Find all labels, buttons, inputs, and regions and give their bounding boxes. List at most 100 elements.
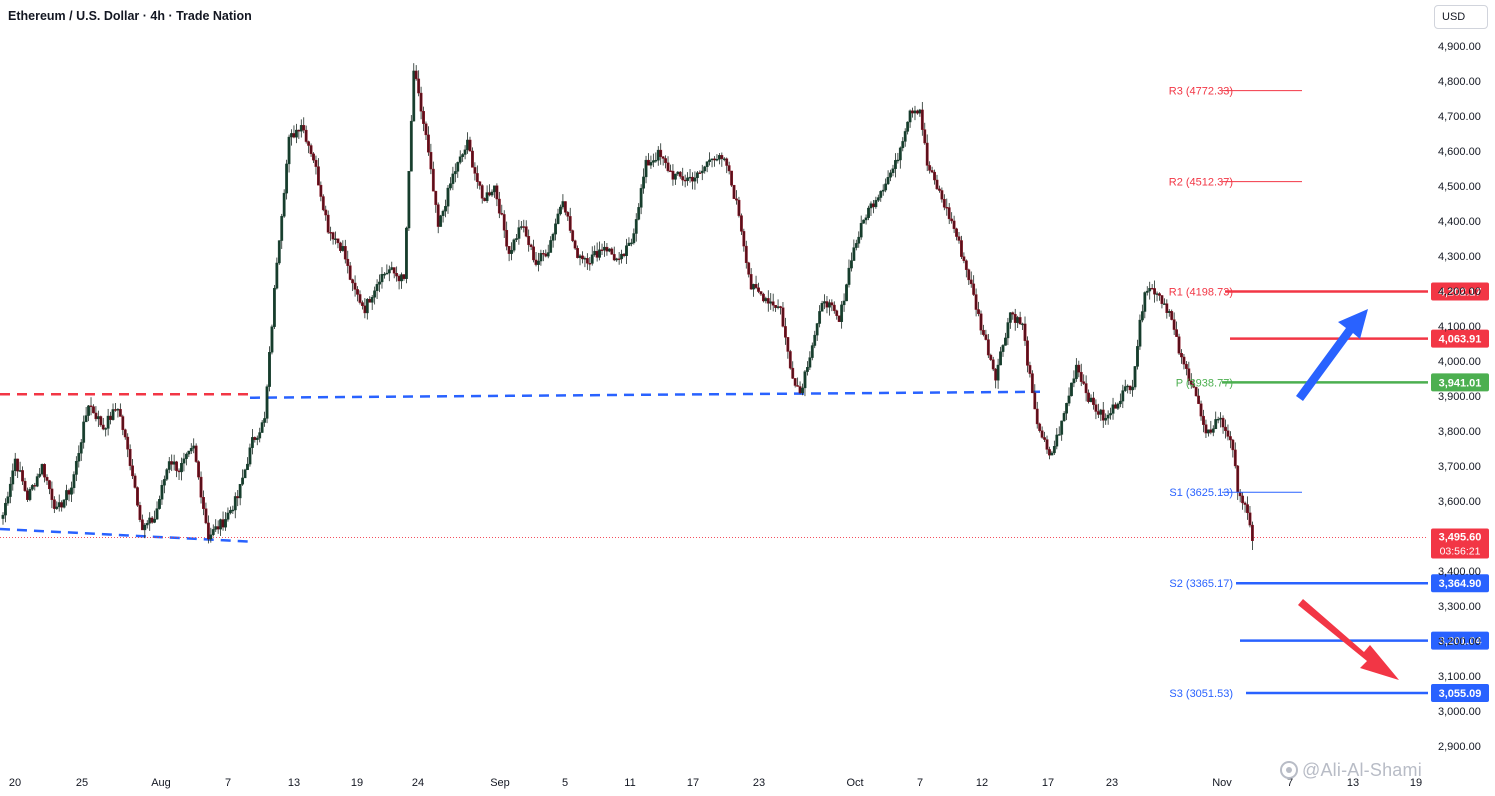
candle <box>595 242 599 262</box>
candle <box>11 463 15 491</box>
watermark: @Ali-Al-Shami <box>1302 760 1422 780</box>
candle <box>1123 379 1127 392</box>
candle <box>1175 321 1179 337</box>
candle <box>524 220 528 238</box>
candle <box>175 460 178 478</box>
candle <box>258 427 262 443</box>
candle <box>361 300 364 310</box>
candle <box>1248 506 1252 528</box>
candle <box>94 406 98 422</box>
candle <box>148 512 152 531</box>
candle <box>676 171 680 176</box>
candle <box>1094 399 1098 420</box>
y-tick-label: 4,700.00 <box>1438 111 1481 123</box>
candle <box>999 346 1002 366</box>
candle <box>942 194 946 211</box>
chart-title: Ethereum / U.S. Dollar · 4h · Trade Nati… <box>8 9 252 23</box>
candle <box>781 301 785 328</box>
candle <box>221 511 225 531</box>
candle <box>145 520 149 529</box>
candle <box>605 242 609 256</box>
candle <box>747 261 751 278</box>
candle <box>529 243 533 251</box>
candle <box>664 155 667 169</box>
candle <box>1065 402 1068 421</box>
candle <box>458 150 462 165</box>
candle <box>1233 442 1237 469</box>
pivot-level-level-4063: 4,063.91 <box>1230 329 1489 348</box>
candle <box>380 267 384 289</box>
candle <box>1089 394 1093 403</box>
candle <box>1204 419 1208 439</box>
x-tick-label: 12 <box>976 777 988 789</box>
candle <box>874 196 878 209</box>
candle <box>629 238 633 247</box>
pivot-level-p: P (3938.77) 3,941.01 <box>1176 373 1489 392</box>
candle <box>1209 420 1213 435</box>
candle <box>651 153 655 168</box>
candle <box>1092 391 1095 410</box>
candle <box>101 417 105 431</box>
candle <box>1202 409 1205 433</box>
candle <box>813 330 817 349</box>
currency-selector[interactable]: USD <box>1434 5 1488 29</box>
candle <box>1 512 5 525</box>
candle <box>879 190 883 202</box>
candle <box>666 156 670 173</box>
candle <box>754 275 758 290</box>
candle <box>527 229 531 252</box>
candle <box>669 164 672 173</box>
candle <box>500 204 504 216</box>
candle <box>1004 332 1007 346</box>
candle <box>759 291 763 296</box>
candle <box>607 248 611 253</box>
candle <box>867 205 870 221</box>
candle <box>429 143 433 175</box>
candle <box>463 145 467 160</box>
candle <box>353 275 357 297</box>
candle <box>967 268 971 286</box>
candle <box>211 524 215 537</box>
candle <box>290 129 293 146</box>
candle <box>911 107 914 118</box>
candle <box>79 438 83 461</box>
candle <box>18 461 22 473</box>
candle <box>845 283 848 302</box>
candle <box>703 165 707 174</box>
candle <box>840 301 844 329</box>
candle <box>761 292 765 303</box>
candle <box>764 296 768 304</box>
candle <box>331 231 335 245</box>
candle <box>485 185 489 203</box>
candle <box>556 208 560 225</box>
candle <box>1109 407 1112 420</box>
candle <box>515 234 518 242</box>
y-tick-label: 4,400.00 <box>1438 216 1481 228</box>
candle <box>1006 317 1010 346</box>
candle <box>857 231 861 248</box>
candle <box>1228 431 1232 449</box>
y-tick-label: 3,700.00 <box>1438 461 1481 473</box>
candle <box>837 315 841 323</box>
candle <box>671 164 675 186</box>
candle <box>431 161 435 192</box>
candle <box>573 239 577 250</box>
candle <box>363 298 367 319</box>
candle <box>1052 440 1056 455</box>
candle <box>969 271 973 288</box>
candle <box>1158 292 1161 301</box>
candle <box>752 283 756 297</box>
candle <box>1214 411 1218 430</box>
pivot-level-r3: R3 (4772.33) <box>1169 86 1302 98</box>
candle <box>1211 425 1215 437</box>
candle <box>1219 412 1223 428</box>
candle <box>206 515 210 544</box>
candle <box>466 132 469 154</box>
candle <box>26 487 29 502</box>
candle <box>818 305 822 328</box>
candle <box>854 239 858 251</box>
candle <box>979 310 983 335</box>
candle <box>111 403 115 421</box>
level-label: R1 (4198.73) <box>1169 286 1233 298</box>
